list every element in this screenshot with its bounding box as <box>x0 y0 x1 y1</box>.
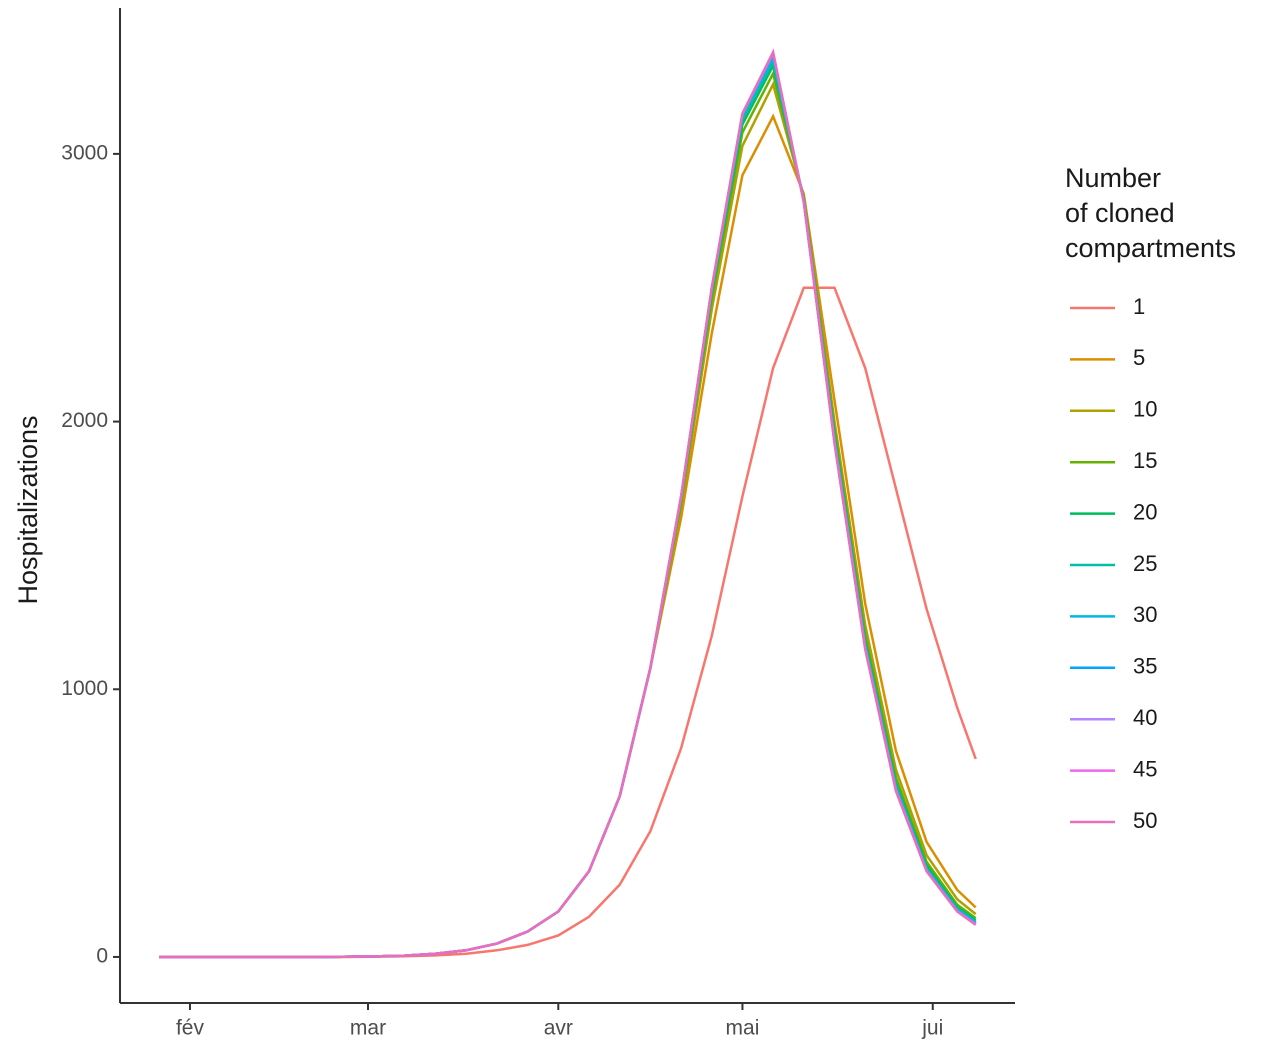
legend-title: Number <box>1065 163 1161 193</box>
y-axis-label: Hospitalizations <box>13 415 43 604</box>
x-tick-label: jui <box>921 1017 943 1040</box>
legend-label: 40 <box>1133 705 1157 730</box>
legend-label: 30 <box>1133 602 1157 627</box>
legend-title: of cloned <box>1065 198 1175 228</box>
legend-label: 45 <box>1133 756 1157 781</box>
legend-label: 20 <box>1133 499 1157 524</box>
legend-label: 35 <box>1133 654 1157 679</box>
series-line <box>159 48 977 959</box>
y-tick-label: 1000 <box>61 677 108 700</box>
series-line <box>159 70 977 959</box>
series-line <box>159 48 977 959</box>
x-tick-label: fév <box>176 1017 205 1040</box>
series-line <box>159 286 977 959</box>
x-tick-label: mai <box>726 1017 760 1040</box>
series-line <box>159 53 977 959</box>
legend-label: 1 <box>1133 294 1145 319</box>
x-tick-label: mar <box>350 1017 386 1040</box>
y-tick-label: 0 <box>96 945 108 968</box>
legend-title: compartments <box>1065 233 1236 263</box>
series-line <box>159 113 977 959</box>
series-line <box>159 49 977 959</box>
legend-label: 10 <box>1133 397 1157 422</box>
series-line <box>159 62 977 959</box>
legend-label: 5 <box>1133 345 1145 370</box>
y-tick-label: 3000 <box>61 141 108 164</box>
legend-label: 50 <box>1133 808 1157 833</box>
series-line <box>159 51 977 959</box>
legend-label: 15 <box>1133 448 1157 473</box>
x-tick-label: avr <box>544 1017 573 1040</box>
series-line <box>159 57 977 959</box>
y-tick-label: 2000 <box>61 409 108 432</box>
legend-label: 25 <box>1133 551 1157 576</box>
